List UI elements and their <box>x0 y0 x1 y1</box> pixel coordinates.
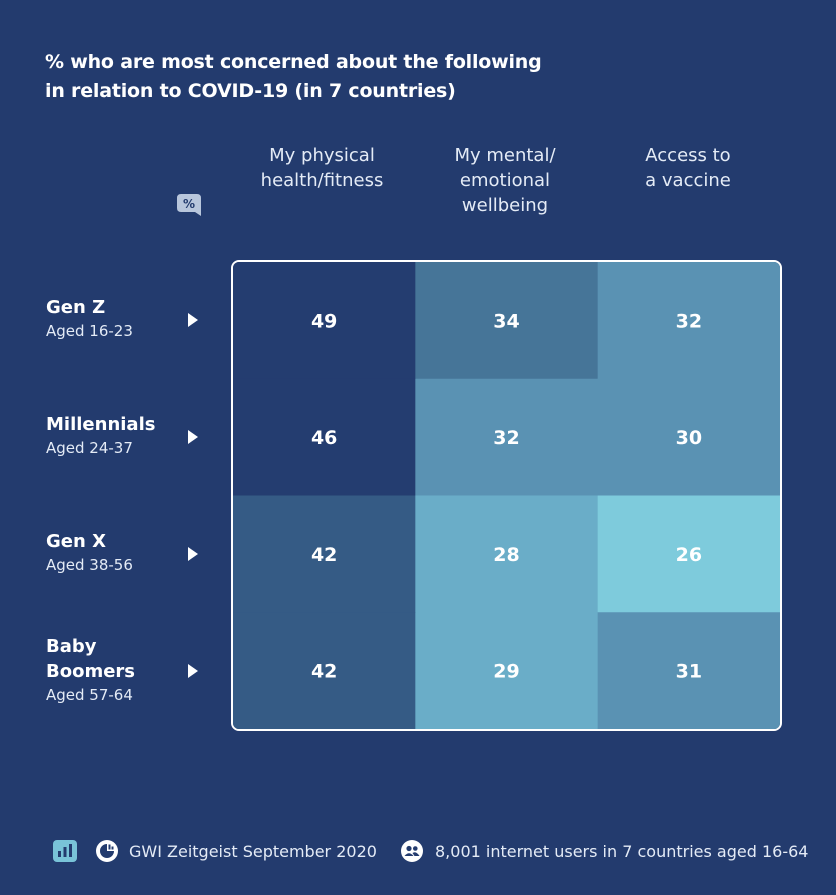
column-header-physical-health: My physical health/fitness <box>231 143 413 193</box>
row-label-baby-boomers: Baby Boomers Aged 57-64 <box>46 634 135 706</box>
heatmap-value-label: 34 <box>493 310 519 332</box>
heatmap-value-label: 49 <box>311 310 337 332</box>
heatmap-cell <box>597 612 780 729</box>
row-label-millennials: Millennials Aged 24-37 <box>46 412 155 459</box>
heatmap-cell <box>597 262 780 380</box>
column-header-line: wellbeing <box>461 195 549 216</box>
source-label: GWI Zeitgeist September 2020 <box>129 842 377 861</box>
heatmap-cell <box>233 378 416 496</box>
row-name: Baby <box>46 636 97 657</box>
play-arrow-icon[interactable] <box>187 546 199 562</box>
column-header-mental-wellbeing: My mental/ emotional wellbeing <box>414 143 596 218</box>
column-header-line: health/fitness <box>260 170 384 191</box>
column-header-vaccine-access: Access to a vaccine <box>597 143 779 193</box>
sample-label: 8,001 internet users in 7 countries aged… <box>435 842 809 861</box>
heatmap-cell <box>233 262 416 380</box>
chart-title-line-2: in relation to COVID-19 (in 7 countries) <box>45 80 456 102</box>
heatmap-cell <box>597 378 780 496</box>
column-header-line: a vaccine <box>645 170 731 191</box>
play-arrow-icon[interactable] <box>187 312 199 328</box>
row-age-range: Aged 57-64 <box>46 686 133 704</box>
row-age-range: Aged 38-56 <box>46 556 133 574</box>
heatmap-value-label: 46 <box>311 427 337 449</box>
heatmap-value-label: 42 <box>311 661 337 683</box>
heatmap-value-label: 29 <box>493 661 519 683</box>
gwi-logo-icon <box>96 840 118 862</box>
play-arrow-icon[interactable] <box>187 429 199 445</box>
column-header-line: My physical <box>269 145 375 166</box>
heatmap-value-label: 32 <box>676 310 702 332</box>
heatmap-value-label: 32 <box>493 427 519 449</box>
chart-title-line-1: % who are most concerned about the follo… <box>45 51 542 73</box>
heatmap-cell <box>415 495 599 613</box>
row-label-gen-z: Gen Z Aged 16-23 <box>46 295 133 342</box>
row-name: Millennials <box>46 414 156 435</box>
row-label-gen-x: Gen X Aged 38-56 <box>46 529 133 576</box>
play-arrow-icon[interactable] <box>187 663 199 679</box>
heatmap-value-label: 31 <box>676 661 702 683</box>
column-header-line: emotional <box>459 170 551 191</box>
heatmap-cell <box>233 612 416 729</box>
row-name: Boomers <box>46 661 136 682</box>
heatmap-cell <box>415 262 599 380</box>
svg-text:%: % <box>183 197 195 211</box>
row-name: Gen Z <box>46 297 106 318</box>
heatmap-frame: 49 34 32 46 32 30 42 28 26 42 29 31 <box>231 260 782 731</box>
percent-icon: % <box>177 194 201 216</box>
chart-title: % who are most concerned about the follo… <box>45 48 605 106</box>
heatmap-cell <box>233 495 416 613</box>
heatmap-value-label: 42 <box>311 544 337 566</box>
heatmap: 49 34 32 46 32 30 42 28 26 42 29 31 <box>233 262 780 729</box>
row-age-range: Aged 16-23 <box>46 322 133 340</box>
column-header-line: My mental/ <box>454 145 556 166</box>
row-name: Gen X <box>46 531 106 552</box>
row-age-range: Aged 24-37 <box>46 439 133 457</box>
heatmap-cell <box>415 612 599 729</box>
users-icon <box>401 840 423 862</box>
heatmap-value-label: 30 <box>676 427 702 449</box>
column-header-line: Access to <box>645 145 731 166</box>
heatmap-cell <box>597 495 780 613</box>
heatmap-cell <box>415 378 599 496</box>
heatmap-value-label: 28 <box>493 544 519 566</box>
chart-icon <box>53 840 77 862</box>
heatmap-value-label: 26 <box>676 544 702 566</box>
